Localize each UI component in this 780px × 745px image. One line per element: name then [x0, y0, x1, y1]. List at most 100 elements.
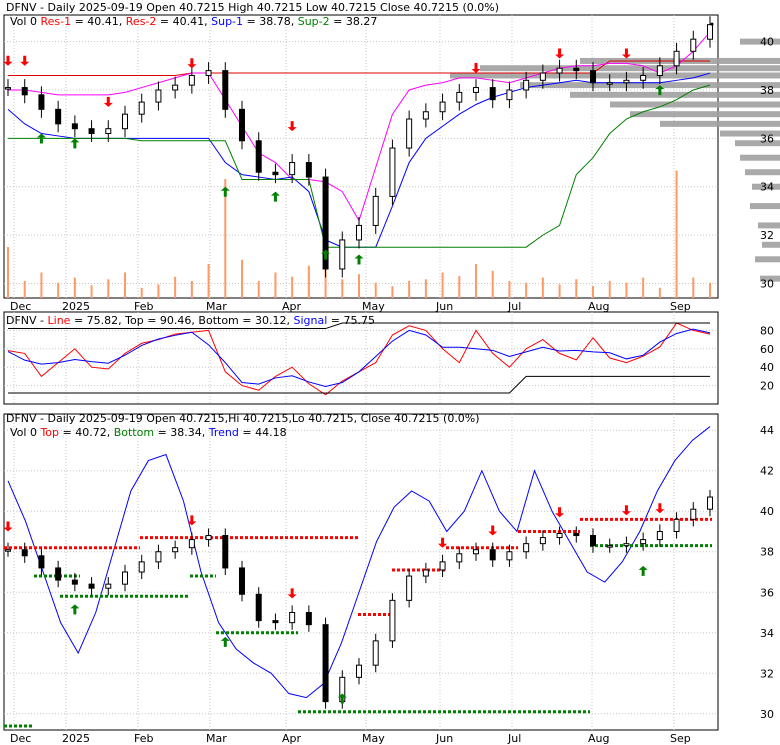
price-panel-frame [3, 14, 719, 299]
trend-panel-frame [3, 413, 719, 731]
buy-arrow [321, 249, 331, 260]
header-run: Sup-2 [298, 15, 330, 28]
trend-x-tick: Sep [670, 732, 691, 745]
candle-body [138, 101, 145, 115]
volume-bar [475, 264, 477, 298]
stoch-header-line1: DFNV - Line = 75.82, Top = 90.46, Bottom… [6, 314, 375, 327]
trend-candle-body [138, 561, 145, 573]
volume-profile-bar [758, 222, 780, 229]
trend-y-tick: 40 [760, 505, 774, 518]
trend-candle-body [439, 561, 446, 571]
trend-candle-body [322, 624, 329, 703]
trend-x-tick: 2025 [62, 732, 90, 745]
trend-candle-body [640, 539, 647, 545]
volume-bar [642, 277, 645, 298]
trend-x-tick: Aug [588, 732, 609, 745]
candle-body [205, 70, 212, 76]
trend-candle-body [590, 535, 596, 547]
candle-body [539, 72, 546, 81]
trend-candle-body [573, 533, 580, 537]
volume-profile-bar [762, 241, 780, 248]
volume-bar [157, 284, 160, 298]
candle-body [356, 224, 362, 241]
candle-body [222, 70, 229, 110]
candle-body [55, 108, 62, 125]
trend-candle-body [356, 664, 362, 678]
candle-body [656, 65, 663, 76]
candle-body [590, 70, 596, 84]
volume-bar [374, 282, 377, 298]
candle-body [71, 123, 78, 130]
trend-y-tick: 38 [760, 546, 774, 559]
volume-bar [541, 277, 544, 298]
stoch-y-tick: 60 [760, 343, 774, 356]
trend-candle-body [556, 533, 563, 539]
trend-lines [4, 426, 712, 728]
volume-bar [458, 275, 461, 298]
price-panel: 30 32 34 36 38 40 Dec 2025 Feb Mar Apr May Jun Jul Au… [3, 1, 780, 313]
volume-profile-bar [520, 82, 780, 89]
trend-y-tick: 34 [760, 627, 774, 640]
trend-candle-body [372, 640, 379, 666]
header-run: = 30.12, [239, 314, 294, 327]
buy-arrow [354, 254, 364, 265]
volume-profile-bar [660, 120, 780, 127]
volume-profile-bar [740, 38, 780, 45]
header-run: = 38.78, [243, 15, 298, 28]
candle-body [422, 111, 429, 120]
volume-bar [57, 282, 60, 298]
candle-body [272, 171, 279, 176]
trend-sell-arrow [287, 588, 297, 599]
trend-sell-arrow [438, 537, 448, 548]
volume-bar [658, 287, 661, 298]
trend-candle-body [289, 612, 296, 624]
trend-buy-arrow [220, 636, 230, 647]
trend-candle-body [506, 551, 513, 561]
trend-candle-body [172, 547, 179, 553]
header-run: = 44.18 [239, 426, 287, 439]
volume-bar [358, 274, 360, 298]
candle-body [623, 79, 630, 84]
price-x-tick: Feb [134, 300, 153, 313]
candle-body [523, 79, 530, 91]
trend-x-axis: Dec 2025 Feb Mar Apr May Jun Jul Aug Sep [10, 732, 691, 745]
trend-candle-body [606, 545, 613, 548]
trend-candle-body [539, 537, 546, 545]
candle-body [489, 87, 496, 101]
stoch-bottom-line [8, 375, 710, 394]
candle-body [389, 147, 396, 197]
trend-arrows [3, 503, 665, 704]
volume-bar [257, 281, 260, 298]
candle-body [38, 94, 45, 110]
candle-body [473, 87, 479, 93]
volume-bar [408, 281, 411, 298]
price-x-tick: May [362, 300, 385, 313]
candle-body [289, 162, 296, 176]
volume-profile-bar [630, 111, 780, 118]
candle-body [707, 24, 713, 40]
trend-candle-body [21, 549, 28, 557]
volume-bar [692, 277, 695, 298]
trend-y-tick: 30 [760, 708, 774, 721]
volume-bar [140, 287, 143, 298]
volume-bar [174, 276, 177, 298]
volume-bar [525, 282, 528, 298]
trend-line [7, 426, 711, 699]
trend-candle-body [690, 508, 697, 520]
sell-arrow [20, 55, 30, 66]
volume-profile-bar [755, 256, 780, 263]
candle-body [172, 84, 179, 91]
candle-body [506, 89, 513, 101]
sell-arrow [471, 63, 481, 74]
trend-candle-body [105, 583, 112, 589]
candle-body [188, 74, 195, 86]
price-grid [4, 15, 718, 298]
price-x-axis: Dec 2025 Feb Mar Apr May Jun Jul Aug Sep [10, 300, 691, 313]
trend-candle-body [489, 549, 496, 561]
header-run: Res-2 [126, 15, 157, 28]
stoch-y-tick: 80 [760, 324, 774, 337]
trend-candle-body [71, 579, 78, 585]
trend-y-tick: 44 [760, 424, 774, 437]
volume-profile-bar [752, 183, 780, 190]
